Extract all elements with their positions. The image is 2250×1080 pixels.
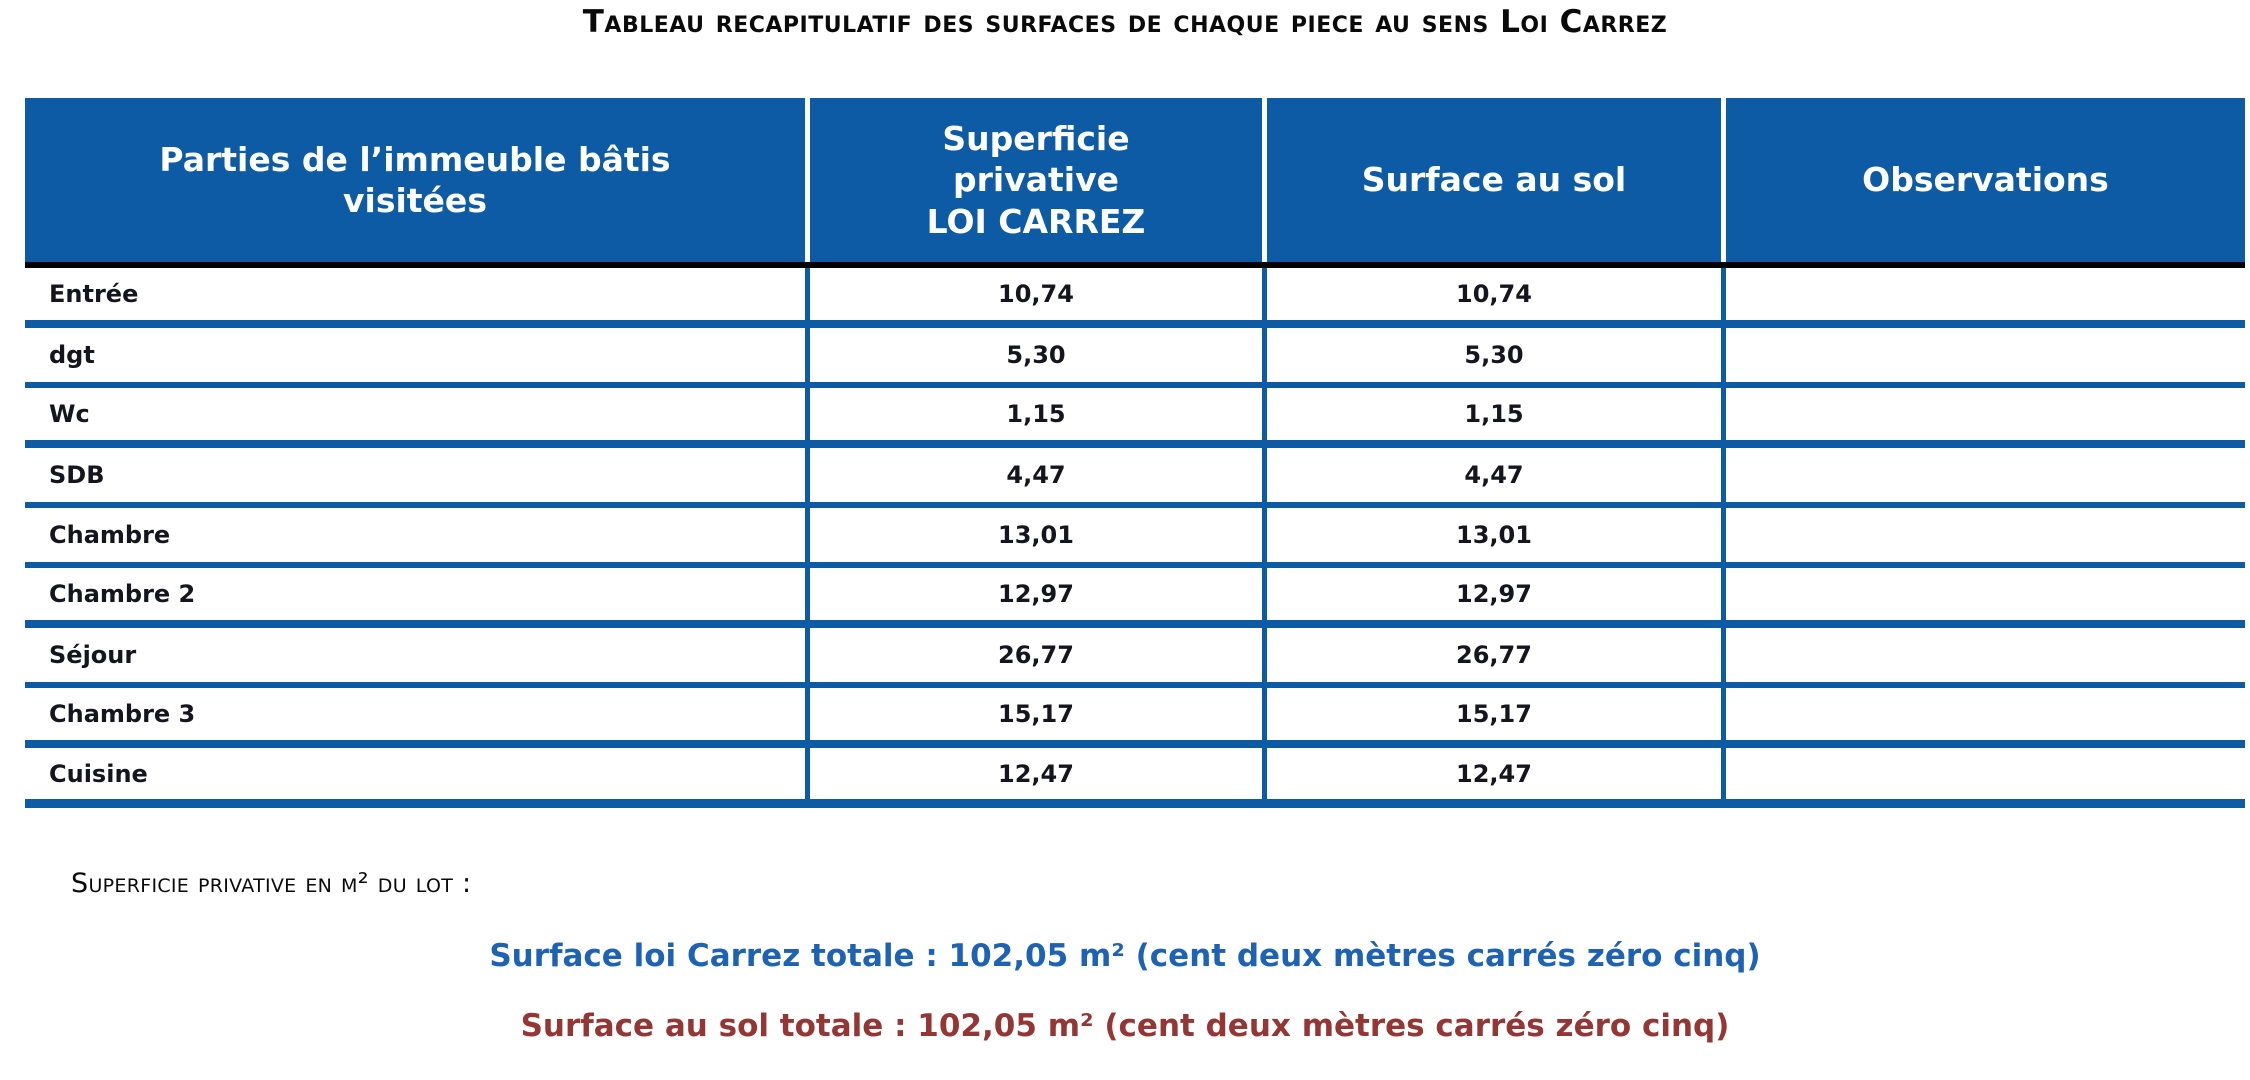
cell-superficie-privative: 15,17 bbox=[805, 688, 1262, 740]
cell-piece: SDB bbox=[49, 461, 105, 489]
cell-surface-au-sol: 12,47 bbox=[1262, 748, 1721, 799]
surface-carrez-total: Surface loi Carrez totale : 102,05 m² (c… bbox=[489, 938, 1761, 974]
column-header-parties: Parties de l’immeuble bâtis visitées bbox=[159, 139, 671, 220]
cell-piece: Chambre 2 bbox=[49, 580, 196, 608]
table-row: Séjour 26,77 26,77 bbox=[25, 628, 2245, 688]
cell-surface-au-sol: 5,30 bbox=[1262, 328, 1721, 382]
cell-surface-au-sol: 15,17 bbox=[1262, 688, 1721, 740]
cell-observation bbox=[1721, 568, 2245, 620]
table-row: Chambre 13,01 13,01 bbox=[25, 508, 2245, 568]
superficie-lot-label: Superficie privative en m² du lot : bbox=[71, 868, 472, 899]
cell-piece: Cuisine bbox=[49, 759, 148, 788]
cell-surface-au-sol: 13,01 bbox=[1262, 508, 1721, 562]
table-row: Wc 1,15 1,15 bbox=[25, 388, 2245, 448]
cell-observation bbox=[1721, 388, 2245, 440]
cell-piece: Chambre bbox=[49, 521, 171, 549]
cell-piece: Chambre 3 bbox=[49, 700, 196, 728]
table-row: Cuisine 12,47 12,47 bbox=[25, 748, 2245, 808]
surface-sol-total: Surface au sol totale : 102,05 m² (cent … bbox=[520, 1008, 1730, 1044]
page-title: Tableau recapitulatif des surfaces de ch… bbox=[582, 4, 1668, 40]
cell-surface-au-sol: 26,77 bbox=[1262, 628, 1721, 682]
cell-surface-au-sol: 10,74 bbox=[1262, 268, 1721, 320]
cell-surface-au-sol: 1,15 bbox=[1262, 388, 1721, 440]
cell-surface-au-sol: 4,47 bbox=[1262, 448, 1721, 502]
table-row: Chambre 3 15,17 15,17 bbox=[25, 688, 2245, 748]
table-row: dgt 5,30 5,30 bbox=[25, 328, 2245, 388]
cell-superficie-privative: 12,97 bbox=[805, 568, 1262, 620]
surfaces-table: Parties de l’immeuble bâtis visitées Sup… bbox=[25, 98, 2245, 808]
cell-superficie-privative: 10,74 bbox=[805, 268, 1262, 320]
cell-superficie-privative: 13,01 bbox=[805, 508, 1262, 562]
cell-observation bbox=[1721, 268, 2245, 320]
cell-surface-au-sol: 12,97 bbox=[1262, 568, 1721, 620]
cell-observation bbox=[1721, 328, 2245, 382]
table-header-row: Parties de l’immeuble bâtis visitées Sup… bbox=[25, 98, 2245, 268]
cell-observation bbox=[1721, 508, 2245, 562]
cell-observation bbox=[1721, 748, 2245, 799]
cell-piece: Séjour bbox=[49, 641, 137, 669]
cell-observation bbox=[1721, 688, 2245, 740]
table-row: Entrée 10,74 10,74 bbox=[25, 268, 2245, 328]
table-row: Chambre 2 12,97 12,97 bbox=[25, 568, 2245, 628]
cell-piece: dgt bbox=[49, 341, 95, 369]
cell-superficie-privative: 26,77 bbox=[805, 628, 1262, 682]
cell-observation bbox=[1721, 628, 2245, 682]
column-header-surface-au-sol: Surface au sol bbox=[1262, 98, 1721, 262]
column-header-superficie-privative: Superficie privative LOI CARREZ bbox=[805, 98, 1262, 262]
cell-superficie-privative: 1,15 bbox=[805, 388, 1262, 440]
table-row: SDB 4,47 4,47 bbox=[25, 448, 2245, 508]
cell-piece: Entrée bbox=[49, 280, 139, 308]
cell-observation bbox=[1721, 448, 2245, 502]
cell-superficie-privative: 5,30 bbox=[805, 328, 1262, 382]
column-header-observations: Observations bbox=[1721, 98, 2245, 262]
cell-superficie-privative: 12,47 bbox=[805, 748, 1262, 799]
cell-piece: Wc bbox=[49, 400, 90, 428]
cell-superficie-privative: 4,47 bbox=[805, 448, 1262, 502]
